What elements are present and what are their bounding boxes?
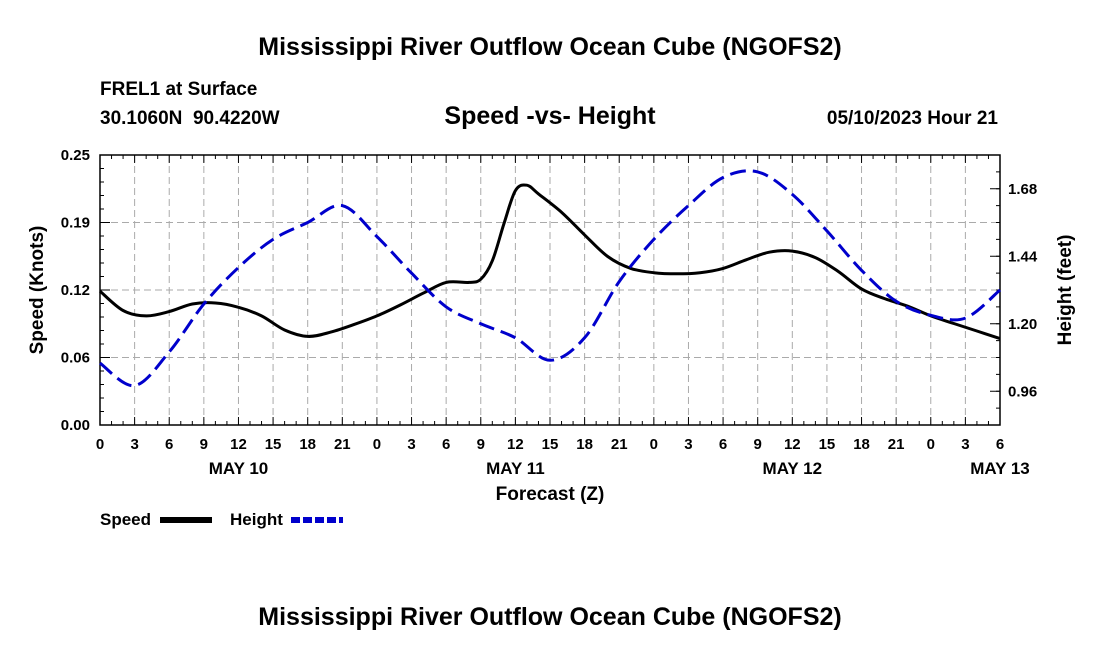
x-tick-label: 3: [961, 436, 969, 453]
chart-title: Mississippi River Outflow Ocean Cube (NG…: [258, 33, 841, 61]
grid-lines: [100, 155, 1000, 425]
y-right-tick-label: 1.68: [1008, 181, 1037, 198]
x-tick-label: 15: [265, 436, 282, 453]
x-tick-label: 6: [165, 436, 173, 453]
x-tick-label: 6: [442, 436, 450, 453]
x-tick-label: 0: [650, 436, 658, 453]
y-right-tick-label: 1.44: [1008, 248, 1038, 265]
series-line-height: [99, 169, 1001, 388]
x-tick-label: 3: [130, 436, 138, 453]
series-line-speed: [99, 183, 1001, 341]
x-tick-label: 12: [784, 436, 801, 453]
y-right-tick-label: 0.96: [1008, 383, 1037, 400]
y-left-tick-label: 0.19: [61, 215, 90, 232]
y-left-tick-label: 0.25: [61, 147, 90, 164]
axis-ticks: [99, 154, 1001, 426]
x-tick-label: 0: [96, 436, 104, 453]
y-left-tick-label: 0.00: [61, 417, 90, 434]
x-tick-label: 9: [754, 436, 762, 453]
x-tick-label: 18: [853, 436, 870, 453]
x-day-label: MAY 13: [970, 459, 1030, 478]
x-day-label: MAY 12: [763, 459, 823, 478]
x-tick-label: 9: [200, 436, 208, 453]
x-tick-label: 18: [299, 436, 316, 453]
x-day-label: MAY 11: [486, 459, 545, 478]
x-tick-label: 0: [373, 436, 381, 453]
x-tick-label: 21: [888, 436, 905, 453]
x-tick-label: 12: [230, 436, 247, 453]
y-axis-right-title: Height (feet): [1055, 235, 1076, 346]
x-tick-label: 18: [576, 436, 593, 453]
y-left-tick-label: 0.06: [61, 350, 90, 367]
x-tick-label: 12: [507, 436, 524, 453]
x-tick-label: 6: [996, 436, 1004, 453]
y-left-tick-label: 0.12: [61, 282, 90, 299]
x-tick-label: 6: [719, 436, 727, 453]
legend: Speed Height: [100, 510, 343, 529]
datetime-label: 05/10/2023 Hour 21: [827, 108, 999, 129]
x-axis-title: Forecast (Z): [496, 484, 605, 505]
series-lines: [99, 169, 1001, 388]
axis-labels: 0 3 6 9 12 15 18 21 0 3 6 9 12 15 18 21 0 3 6 9 12 15 18 21 0 3 6 0…: [61, 147, 1038, 478]
legend-label-speed: Speed: [100, 510, 151, 529]
location-label: 30.1060N 90.4220W: [100, 108, 280, 129]
x-tick-label: 21: [611, 436, 628, 453]
station-label: FREL1 at Surface: [100, 79, 257, 100]
x-tick-label: 3: [407, 436, 415, 453]
legend-label-height: Height: [230, 510, 283, 529]
chart-subtitle: Speed -vs- Height: [444, 102, 656, 130]
x-tick-label: 21: [334, 436, 351, 453]
x-tick-label: 0: [927, 436, 935, 453]
y-right-tick-label: 1.20: [1008, 316, 1037, 333]
y-axis-left-title: Speed (Knots): [27, 226, 48, 355]
x-tick-label: 9: [477, 436, 485, 453]
x-day-label: MAY 10: [209, 459, 269, 478]
x-tick-label: 15: [542, 436, 559, 453]
x-tick-label: 15: [819, 436, 836, 453]
footer-title: Mississippi River Outflow Ocean Cube (NG…: [258, 603, 841, 631]
x-tick-label: 3: [684, 436, 692, 453]
